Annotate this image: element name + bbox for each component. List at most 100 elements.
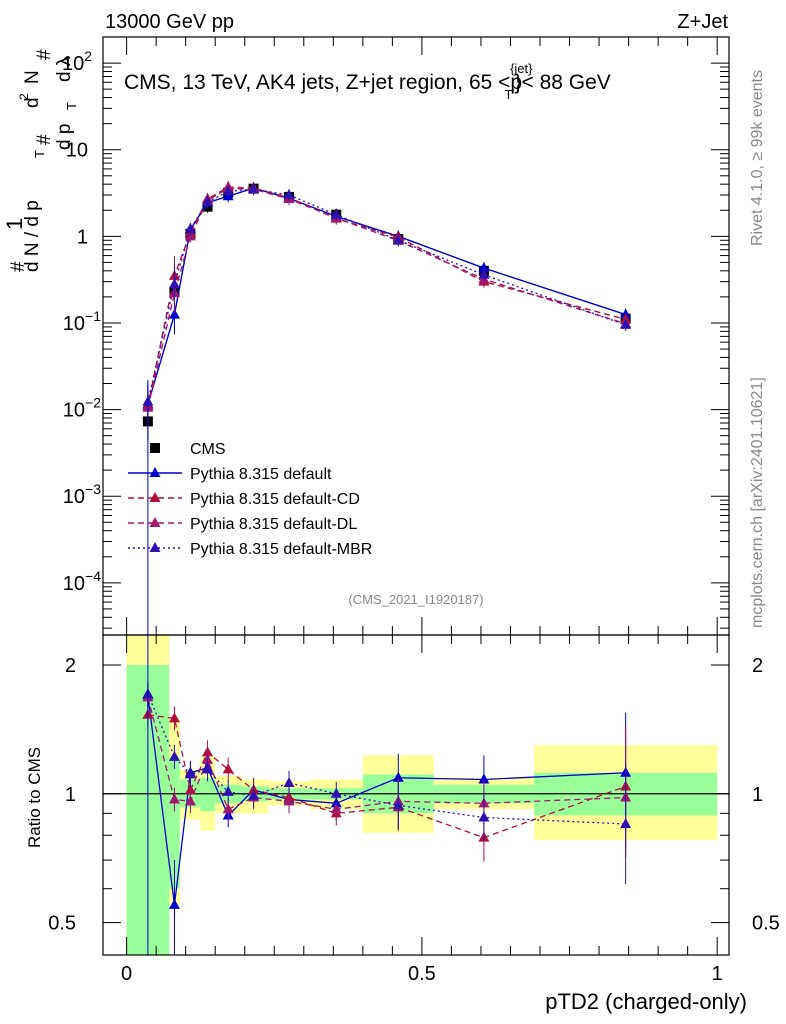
y-tick-label: 10−3 <box>63 481 101 508</box>
y-label-d: d <box>22 97 43 108</box>
y-label-dpt: d p <box>54 124 75 150</box>
ratio-point <box>392 771 404 782</box>
ratio-point <box>248 789 260 800</box>
ratio-y-tick-labels: 0.5 0.5 1 1 2 2 <box>48 655 780 935</box>
ratio-point <box>222 785 234 796</box>
legend-item: Pythia 8.315 default-MBR <box>128 541 372 558</box>
legend-label: Pythia 8.315 default-MBR <box>190 541 372 558</box>
data-point <box>202 195 214 206</box>
series-line <box>147 187 626 408</box>
series-cms <box>142 182 631 442</box>
x-tick-label: 1 <box>712 963 723 985</box>
y-label-hash-3: # <box>34 49 55 60</box>
ratio-point <box>222 803 234 814</box>
side-source-label: mcplots.cern.ch [arXiv:2401.10621] <box>749 377 766 628</box>
process-label: Z+Jet <box>677 11 728 33</box>
main-axis-ticks <box>103 36 729 635</box>
ratio-point <box>184 795 196 806</box>
data-point <box>248 183 260 194</box>
ratio-uncertainty-bands <box>126 635 718 955</box>
y-tick-label: 10−4 <box>63 568 101 595</box>
ratio-point <box>392 799 404 810</box>
legend-label: Pythia 8.315 default <box>190 466 332 483</box>
main-y-tick-labels: 102 10 1 10−1 10−2 10−3 10−4 <box>62 48 101 595</box>
legend-marker <box>149 542 161 552</box>
x-tick-label: 0.5 <box>408 963 436 985</box>
plot-title: CMS, 13 TeV, AK4 jets, Z+jet region, 65 … <box>124 61 611 102</box>
ratio-point <box>283 795 295 806</box>
band-inner <box>169 756 180 889</box>
legend-item: Pythia 8.315 default-DL <box>128 516 357 533</box>
legend-marker <box>150 443 160 453</box>
legend-item: Pythia 8.315 default-CD <box>128 491 360 508</box>
ratio-point <box>222 763 234 774</box>
ratio-series <box>142 635 632 955</box>
ratio-frame <box>102 634 730 956</box>
side-version-label: Rivet 4.1.0, ≥ 99k events <box>749 70 766 246</box>
ratio-axis-ticks <box>103 635 729 955</box>
ratio-point <box>168 750 180 761</box>
y-tick-label: 10−1 <box>63 308 101 335</box>
band-inner <box>200 777 216 812</box>
legend-marker <box>149 492 161 502</box>
ratio-point <box>330 787 342 798</box>
legend-item: Pythia 8.315 default <box>128 466 332 483</box>
data-point <box>184 230 196 241</box>
series-pythia-8-315-default <box>142 182 632 425</box>
y-label-den-sub: T <box>32 150 47 158</box>
y-label-hash-2: # <box>34 134 55 145</box>
ratio-point <box>184 768 196 779</box>
series-pythia-8-315-default-dl <box>142 182 632 428</box>
legend-label: CMS <box>190 441 226 458</box>
y-tick-label: 10−2 <box>63 395 101 422</box>
ratio-line <box>147 697 626 811</box>
data-point <box>392 234 404 245</box>
data-point <box>620 318 632 329</box>
y-tick-label: 102 <box>62 48 92 75</box>
ratio-point <box>620 817 632 828</box>
y-label-dpt-sub: T <box>64 102 79 110</box>
y-tick-label: 1 <box>77 226 88 248</box>
data-point <box>168 308 180 319</box>
legend-marker <box>149 517 161 527</box>
ratio-point <box>478 811 490 822</box>
y-axis-label: 1 d N / d p T # d p T # d N 2 d λ # <box>2 49 79 272</box>
y-label-pow: 2 <box>17 93 31 100</box>
x-tick-label: 0 <box>121 963 132 985</box>
ratio-y-label: Ratio to CMS <box>25 747 44 848</box>
series-line <box>147 186 626 407</box>
data-point <box>168 278 180 289</box>
ratio-y-tick-label-right: 2 <box>752 655 763 677</box>
energy-label: 13000 GeV pp <box>105 11 234 33</box>
data-point <box>478 268 490 279</box>
y-tick-label: 10 <box>66 140 88 162</box>
legend-label: Pythia 8.315 default-CD <box>190 491 360 508</box>
ratio-point <box>168 712 180 723</box>
ratio-y-tick-label-right: 1 <box>752 784 763 806</box>
ratio-point <box>330 803 342 814</box>
series-line <box>147 188 626 402</box>
ratio-point <box>184 784 196 795</box>
ratio-y-tick-label-right: 0.5 <box>752 913 780 935</box>
legend-marker <box>149 467 161 477</box>
legend-label: Pythia 8.315 default-DL <box>190 516 357 533</box>
series-line <box>147 187 626 405</box>
ratio-y-tick-label: 1 <box>65 784 76 806</box>
x-axis-label: pTD2 (charged-only) <box>545 989 747 1014</box>
main-series <box>142 181 632 635</box>
data-point <box>283 189 295 200</box>
y-label-den: d N / d p <box>22 200 43 272</box>
y-label-hash-1: # <box>8 261 29 272</box>
series-pythia-8-315-default-cd <box>142 181 632 427</box>
y-label-num: 1 <box>2 218 27 230</box>
ratio-point <box>168 793 180 804</box>
x-tick-labels: 0 0.5 1 <box>121 963 723 985</box>
ratio-y-tick-label: 0.5 <box>48 913 76 935</box>
ratio-point <box>202 763 214 774</box>
y-label-dlambda: d λ <box>54 56 75 82</box>
data-point <box>478 262 490 273</box>
analysis-id: (CMS_2021_I1920187) <box>348 592 483 607</box>
data-point <box>222 185 234 196</box>
ratio-point <box>478 773 490 784</box>
